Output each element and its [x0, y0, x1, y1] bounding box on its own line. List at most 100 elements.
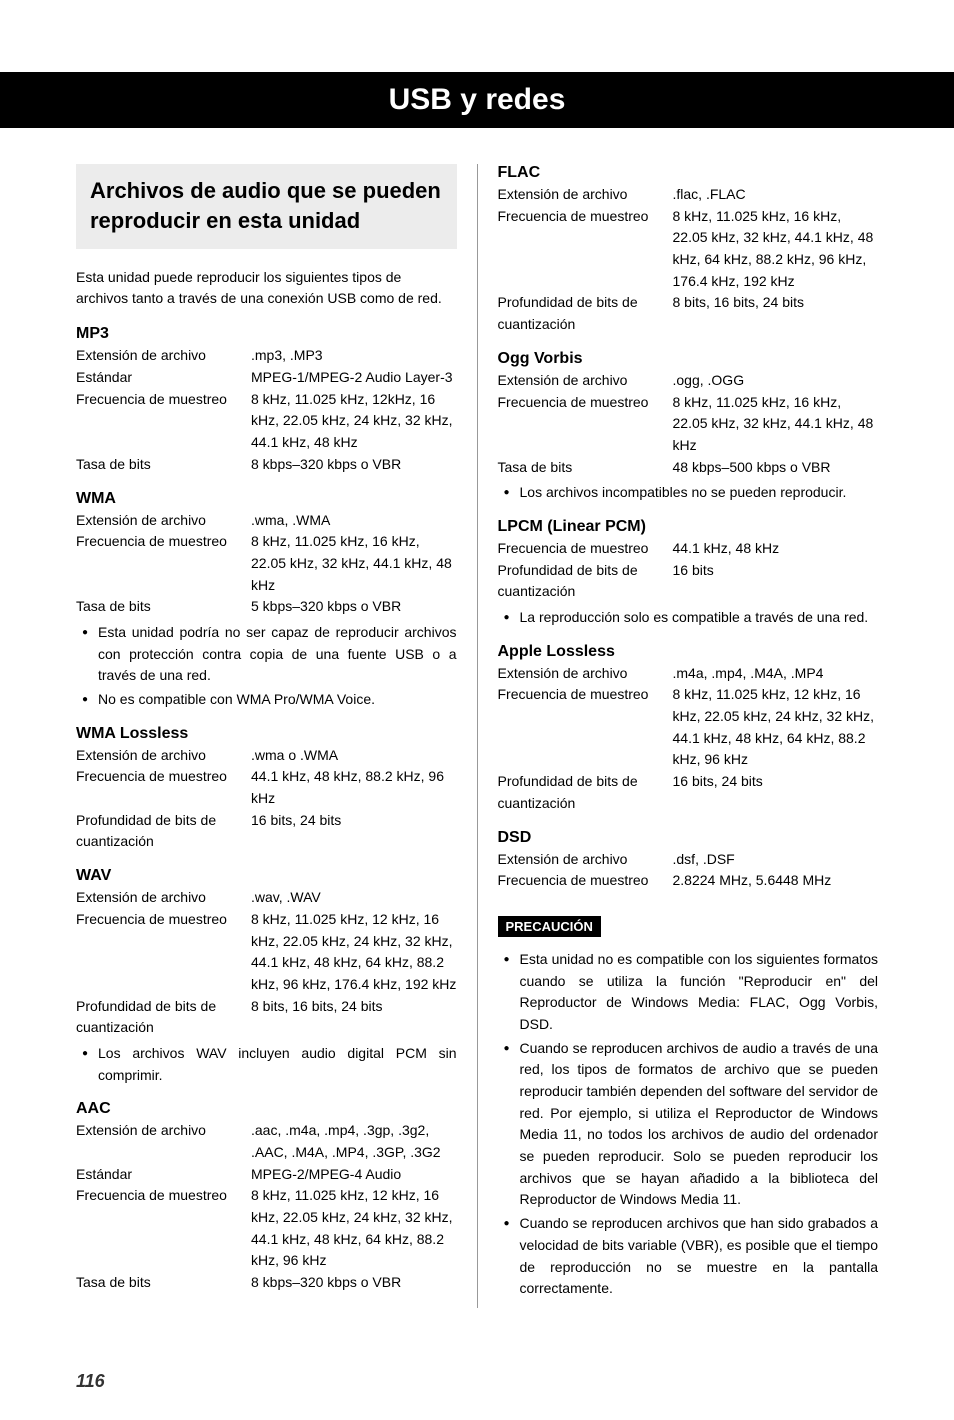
spec-label: Frecuencia de muestreo: [76, 531, 251, 596]
spec-label: Extensión de archivo: [498, 849, 673, 871]
format-ogg: Ogg Vorbis Extensión de archivo.ogg, .OG…: [498, 350, 879, 504]
spec-label: Frecuencia de muestreo: [76, 1185, 251, 1272]
notes-list: Esta unidad podría no ser capaz de repro…: [76, 622, 457, 711]
caution-label: PRECAUCIÓN: [498, 916, 601, 937]
section-title: Archivos de audio que se pueden reproduc…: [90, 176, 443, 235]
spec-value: .ogg, .OGG: [673, 370, 879, 392]
note-item: No es compatible con WMA Pro/WMA Voice.: [76, 689, 457, 711]
caution-item: Cuando se reproducen archivos de audio a…: [498, 1038, 879, 1212]
spec-label: Extensión de archivo: [76, 1120, 251, 1163]
spec-label: Tasa de bits: [76, 596, 251, 618]
spec-label: Frecuencia de muestreo: [76, 909, 251, 996]
spec-label: Profundidad de bits de cuantización: [76, 810, 251, 853]
spec-label: Estándar: [76, 367, 251, 389]
spec-value: MPEG-2/MPEG-4 Audio: [251, 1164, 457, 1186]
format-name: WMA Lossless: [76, 725, 457, 743]
spec-value: .m4a, .mp4, .M4A, .MP4: [673, 663, 879, 685]
spec-label: Profundidad de bits de cuantización: [76, 996, 251, 1039]
spec-label: Profundidad de bits de cuantización: [498, 292, 673, 335]
spec-value: 8 kbps–320 kbps o VBR: [251, 454, 457, 476]
spec-value: .aac, .m4a, .mp4, .3gp, .3g2, .AAC, .M4A…: [251, 1120, 457, 1163]
spec-label: Extensión de archivo: [76, 745, 251, 767]
header-bar: USB y redes: [0, 72, 954, 128]
spec-value: 8 kHz, 11.025 kHz, 12 kHz, 16 kHz, 22.05…: [673, 684, 879, 771]
spec-label: Frecuencia de muestreo: [498, 684, 673, 771]
spec-value: 8 kHz, 11.025 kHz, 12 kHz, 16 kHz, 22.05…: [251, 909, 457, 996]
spec-label: Extensión de archivo: [76, 887, 251, 909]
format-aac: AAC Extensión de archivo.aac, .m4a, .mp4…: [76, 1100, 457, 1294]
note-item: La reproducción solo es compatible a tra…: [498, 607, 879, 629]
format-name: Ogg Vorbis: [498, 350, 879, 368]
note-item: Los archivos WAV incluyen audio digital …: [76, 1043, 457, 1086]
spec-label: Frecuencia de muestreo: [498, 538, 673, 560]
header-title: USB y redes: [389, 83, 566, 117]
format-name: AAC: [76, 1100, 457, 1118]
right-column: FLAC Extensión de archivo.flac, .FLAC Fr…: [478, 164, 879, 1308]
spec-label: Frecuencia de muestreo: [498, 870, 673, 892]
spec-value: 8 kHz, 11.025 kHz, 12 kHz, 16 kHz, 22.05…: [251, 1185, 457, 1272]
spec-label: Estándar: [76, 1164, 251, 1186]
spec-value: 8 bits, 16 bits, 24 bits: [673, 292, 879, 335]
left-column: Archivos de audio que se pueden reproduc…: [76, 164, 478, 1308]
spec-label: Profundidad de bits de cuantización: [498, 560, 673, 603]
spec-value: .flac, .FLAC: [673, 184, 879, 206]
spec-value: .wma, .WMA: [251, 510, 457, 532]
format-name: DSD: [498, 829, 879, 847]
spec-label: Extensión de archivo: [498, 370, 673, 392]
caution-block: PRECAUCIÓN Esta unidad no es compatible …: [498, 906, 879, 1300]
format-name: LPCM (Linear PCM): [498, 518, 879, 536]
spec-value: 8 kHz, 11.025 kHz, 16 kHz, 22.05 kHz, 32…: [673, 392, 879, 457]
spec-value: .dsf, .DSF: [673, 849, 879, 871]
format-wav: WAV Extensión de archivo.wav, .WAV Frecu…: [76, 867, 457, 1086]
page-number: 116: [76, 1371, 105, 1392]
note-item: Los archivos incompatibles no se pueden …: [498, 482, 879, 504]
spec-value: 2.8224 MHz, 5.6448 MHz: [673, 870, 879, 892]
format-flac: FLAC Extensión de archivo.flac, .FLAC Fr…: [498, 164, 879, 336]
section-title-box: Archivos de audio que se pueden reproduc…: [76, 164, 457, 249]
spec-label: Tasa de bits: [498, 457, 673, 479]
format-wma: WMA Extensión de archivo.wma, .WMA Frecu…: [76, 490, 457, 711]
section-intro: Esta unidad puede reproducir los siguien…: [76, 267, 457, 309]
spec-label: Extensión de archivo: [76, 345, 251, 367]
format-wmalossless: WMA Lossless Extensión de archivo.wma o …: [76, 725, 457, 853]
caution-list: Esta unidad no es compatible con los sig…: [498, 949, 879, 1300]
spec-label: Extensión de archivo: [76, 510, 251, 532]
spec-label: Tasa de bits: [76, 1272, 251, 1294]
spec-value: MPEG-1/MPEG-2 Audio Layer-3: [251, 367, 457, 389]
spec-value: .wma o .WMA: [251, 745, 457, 767]
spec-value: 8 kHz, 11.025 kHz, 16 kHz, 22.05 kHz, 32…: [673, 206, 879, 293]
caution-item: Cuando se reproducen archivos que han si…: [498, 1213, 879, 1300]
format-mp3: MP3 Extensión de archivo.mp3, .MP3 Están…: [76, 325, 457, 475]
spec-value: 44.1 kHz, 48 kHz, 88.2 kHz, 96 kHz: [251, 766, 457, 809]
note-item: Esta unidad podría no ser capaz de repro…: [76, 622, 457, 687]
spec-label: Extensión de archivo: [498, 663, 673, 685]
spec-label: Profundidad de bits de cuantización: [498, 771, 673, 814]
spec-value: 44.1 kHz, 48 kHz: [673, 538, 879, 560]
spec-label: Frecuencia de muestreo: [498, 392, 673, 457]
spec-value: 8 kHz, 11.025 kHz, 16 kHz, 22.05 kHz, 32…: [251, 531, 457, 596]
caution-item: Esta unidad no es compatible con los sig…: [498, 949, 879, 1036]
spec-value: 16 bits, 24 bits: [673, 771, 879, 814]
format-name: WMA: [76, 490, 457, 508]
format-name: FLAC: [498, 164, 879, 182]
spec-value: 5 kbps–320 kbps o VBR: [251, 596, 457, 618]
spec-label: Extensión de archivo: [498, 184, 673, 206]
spec-label: Tasa de bits: [76, 454, 251, 476]
format-name: Apple Lossless: [498, 643, 879, 661]
spec-value: .mp3, .MP3: [251, 345, 457, 367]
notes-list: Los archivos incompatibles no se pueden …: [498, 482, 879, 504]
notes-list: Los archivos WAV incluyen audio digital …: [76, 1043, 457, 1086]
spec-label: Frecuencia de muestreo: [498, 206, 673, 293]
content-area: Archivos de audio que se pueden reproduc…: [0, 128, 954, 1308]
spec-value: 16 bits, 24 bits: [251, 810, 457, 853]
format-lpcm: LPCM (Linear PCM) Frecuencia de muestreo…: [498, 518, 879, 629]
spec-value: 8 bits, 16 bits, 24 bits: [251, 996, 457, 1039]
format-dsd: DSD Extensión de archivo.dsf, .DSF Frecu…: [498, 829, 879, 892]
spec-value: 16 bits: [673, 560, 879, 603]
format-apple: Apple Lossless Extensión de archivo.m4a,…: [498, 643, 879, 815]
spec-label: Frecuencia de muestreo: [76, 389, 251, 454]
spec-value: 48 kbps–500 kbps o VBR: [673, 457, 879, 479]
spec-label: Frecuencia de muestreo: [76, 766, 251, 809]
notes-list: La reproducción solo es compatible a tra…: [498, 607, 879, 629]
spec-value: .wav, .WAV: [251, 887, 457, 909]
